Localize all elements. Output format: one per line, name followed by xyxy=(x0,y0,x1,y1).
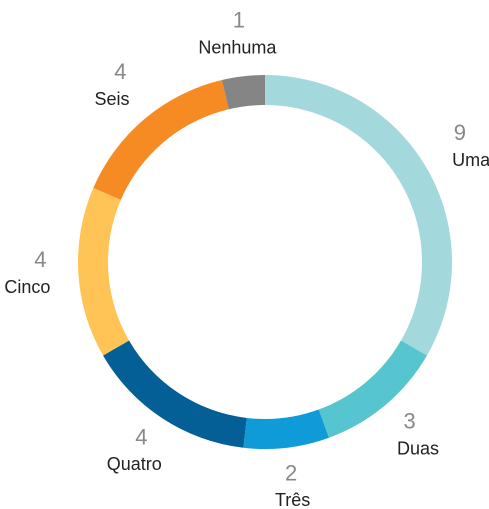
slice-label: Seis xyxy=(95,89,130,109)
donut-slice xyxy=(318,340,427,438)
slice-value: 4 xyxy=(34,247,46,272)
slice-value: 2 xyxy=(285,460,297,485)
slice-value: 4 xyxy=(114,59,126,84)
slice-label: Nenhuma xyxy=(198,37,277,57)
donut-slice xyxy=(221,75,265,110)
slice-value: 9 xyxy=(454,120,466,145)
slice-value: 4 xyxy=(135,424,147,449)
donut-slice xyxy=(265,75,453,356)
donut-slice xyxy=(243,409,329,449)
donut-slice xyxy=(103,340,247,448)
slice-label: Uma xyxy=(452,150,489,170)
slice-value: 1 xyxy=(233,7,245,32)
donut-slice xyxy=(93,80,229,200)
donut-slice xyxy=(78,187,130,356)
slice-label: Duas xyxy=(397,438,439,458)
slice-label: Três xyxy=(275,490,310,509)
slice-label: Cinco xyxy=(4,277,50,297)
slice-value: 3 xyxy=(404,408,416,433)
slice-label: Quatro xyxy=(107,454,162,474)
